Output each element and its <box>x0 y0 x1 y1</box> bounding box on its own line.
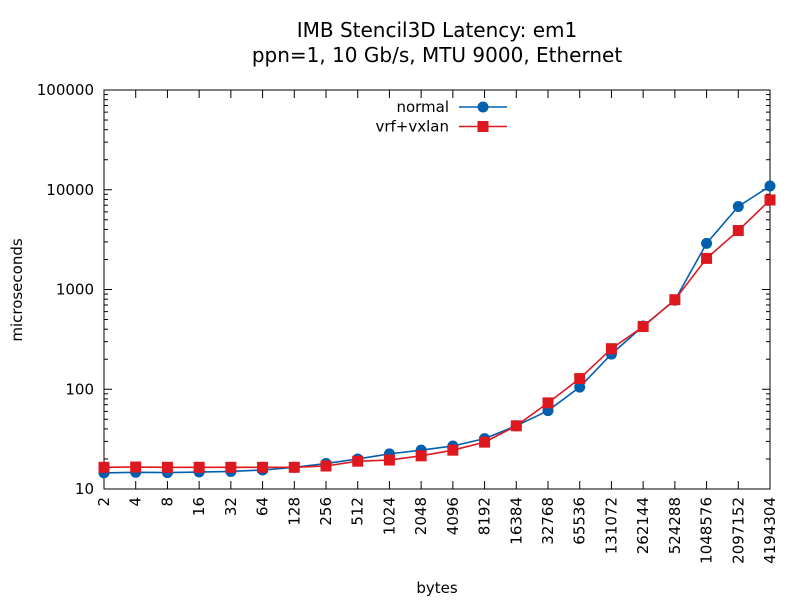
data-point <box>415 450 427 462</box>
data-point <box>193 461 205 473</box>
x-tick-label: 8 <box>158 497 176 507</box>
data-point <box>637 321 649 333</box>
x-tick-label: 65536 <box>571 497 589 545</box>
x-tick-label: 32 <box>222 497 240 516</box>
x-tick-label: 8192 <box>476 497 494 535</box>
series-line <box>103 185 771 474</box>
data-point <box>574 381 586 393</box>
x-tick-label: 2097152 <box>729 497 747 564</box>
x-tick-label: 1048576 <box>698 497 716 564</box>
x-tick-label: 524288 <box>666 497 684 554</box>
plot-frame <box>103 89 771 490</box>
data-point <box>669 294 681 306</box>
y-tick-label: 1000 <box>56 281 94 299</box>
data-point <box>257 461 269 473</box>
data-point <box>352 455 364 467</box>
data-point <box>447 444 459 456</box>
x-tick-label: 4194304 <box>761 497 779 564</box>
x-tick-label: 32768 <box>539 497 557 545</box>
x-tick-label: 4096 <box>444 497 462 535</box>
y-axis: 10 100 1000 10000 100000 <box>37 81 770 498</box>
data-point <box>225 461 237 473</box>
x-axis: 2 4 8 16 32 64 128 256 512 1024 2048 4096 8192 16384 3… <box>95 90 779 564</box>
x-tick-label: 1024 <box>380 497 398 535</box>
chart-title-line-1: IMB Stencil3D Latency: em1 <box>297 18 578 42</box>
legend-marker <box>477 101 489 113</box>
x-tick-label: 16384 <box>507 497 525 545</box>
x-tick-label: 64 <box>254 497 272 516</box>
series-normal <box>98 180 776 479</box>
data-point <box>764 194 776 206</box>
series-layer <box>98 180 776 479</box>
data-point <box>479 436 491 448</box>
data-point <box>288 461 300 473</box>
data-point <box>701 237 713 249</box>
data-point <box>383 454 395 466</box>
x-tick-label: 131072 <box>602 497 620 554</box>
y-tick-label: 10 <box>75 480 94 498</box>
legend-marker <box>477 121 489 132</box>
data-point <box>320 460 332 472</box>
legend: normal vrf+vxlan <box>375 98 507 136</box>
y-tick-label: 10000 <box>46 181 94 199</box>
chart-title-line-2: ppn=1, 10 Gb/s, MTU 9000, Ethernet <box>252 43 623 67</box>
x-tick-label: 262144 <box>634 497 652 554</box>
x-tick-label: 512 <box>349 497 367 526</box>
data-point <box>510 420 522 432</box>
legend-label: vrf+vxlan <box>375 118 449 136</box>
data-point <box>764 180 776 192</box>
series-vrf-vxlan <box>98 194 776 473</box>
data-point <box>732 225 744 237</box>
x-axis-label: bytes <box>416 579 458 597</box>
x-tick-label: 16 <box>190 497 208 516</box>
data-point <box>605 343 617 355</box>
series-line <box>103 199 771 469</box>
data-point <box>161 461 173 473</box>
y-tick-label: 100000 <box>37 81 94 99</box>
legend-label: normal <box>396 98 449 116</box>
data-point <box>732 200 744 212</box>
y-tick-label: 100 <box>65 380 94 398</box>
data-point <box>98 461 110 473</box>
legend-item: vrf+vxlan <box>375 118 507 136</box>
data-point <box>542 397 554 409</box>
data-point <box>574 373 586 385</box>
data-point <box>130 461 142 473</box>
x-tick-label: 2048 <box>412 497 430 535</box>
x-tick-label: 4 <box>127 497 145 507</box>
legend-item: normal <box>396 98 507 116</box>
x-tick-label: 256 <box>317 497 335 526</box>
data-point <box>701 252 713 264</box>
y-axis-label: microseconds <box>8 238 26 342</box>
x-tick-label: 2 <box>95 497 113 507</box>
x-tick-label: 128 <box>285 497 303 526</box>
